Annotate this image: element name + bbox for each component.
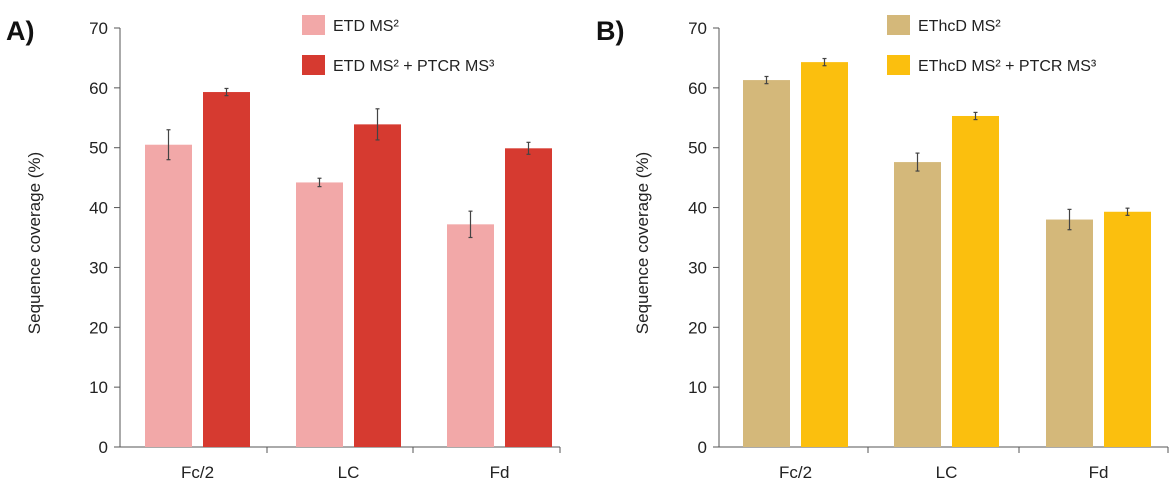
x-tick-label: Fc/2 [181, 463, 214, 482]
bar-fd-series-1 [1046, 219, 1093, 447]
bar-lc-series-1 [894, 162, 941, 447]
x-tick-label: Fc/2 [779, 463, 812, 482]
y-tick-label: 30 [688, 258, 707, 277]
legend-swatch [302, 15, 325, 35]
y-tick-label: 0 [99, 438, 108, 457]
y-tick-label: 0 [698, 438, 707, 457]
bar-fd-series-2 [1104, 211, 1151, 447]
y-tick-label: 70 [688, 19, 707, 38]
bar-fc2-series-2 [203, 92, 250, 447]
bar-fc2-series-1 [145, 144, 192, 447]
y-tick-label: 70 [89, 19, 108, 38]
panel-b-label: B) [596, 16, 625, 46]
panel-b-chart: B) Sequence coverage (%) 0 10 20 30 40 50 60 70… [596, 15, 1169, 482]
x-tick-label: LC [338, 463, 360, 482]
legend-label: EThcD MS² + PTCR MS³ [918, 58, 1097, 75]
y-tick-label: 20 [688, 318, 707, 337]
y-tick-label: 60 [89, 79, 108, 98]
bar-fd-series-1 [447, 224, 494, 447]
bar-lc-series-2 [354, 124, 401, 448]
legend-swatch [887, 55, 910, 75]
y-tick-label: 30 [89, 258, 108, 277]
bar-lc-series-2 [952, 115, 999, 448]
bar-fc2-series-2 [801, 62, 848, 448]
y-tick-label: 10 [688, 378, 707, 397]
panel-a-chart: A) Sequence coverage (%) 0 10 20 30 40 50 60 70… [6, 15, 561, 482]
bar-fc2-series-1 [743, 80, 790, 447]
bar-lc-series-1 [296, 182, 343, 447]
x-tick-label: LC [936, 463, 958, 482]
y-tick-label: 10 [89, 378, 108, 397]
legend-swatch [302, 55, 325, 75]
y-tick-label: 50 [688, 139, 707, 158]
y-tick-label: 60 [688, 79, 707, 98]
y-tick-label: 40 [688, 199, 707, 218]
bar-fd-series-2 [505, 148, 552, 447]
panel-b-y-axis-label: Sequence coverage (%) [633, 152, 652, 334]
legend-label: ETD MS² [333, 18, 399, 35]
panel-a-y-axis-label: Sequence coverage (%) [25, 152, 44, 334]
legend-label: EThcD MS² [918, 18, 1001, 35]
y-tick-label: 50 [89, 139, 108, 158]
x-tick-label: Fd [1089, 463, 1109, 482]
legend-label: ETD MS² + PTCR MS³ [333, 58, 495, 75]
legend-swatch [887, 15, 910, 35]
panel-a-label: A) [6, 16, 35, 46]
x-tick-label: Fd [490, 463, 510, 482]
y-tick-label: 40 [89, 199, 108, 218]
y-tick-label: 20 [89, 318, 108, 337]
